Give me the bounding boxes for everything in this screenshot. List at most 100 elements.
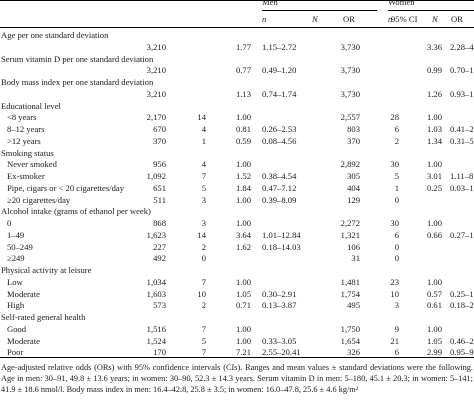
women-count-cell: 0 <box>394 194 399 205</box>
header-bottom-rule <box>0 27 474 28</box>
women-n-cell: 1,750 <box>340 323 360 334</box>
row-label: Moderate <box>7 335 40 346</box>
men-or-cell: 0.71 <box>235 300 251 311</box>
row-label: Good <box>7 323 27 334</box>
women-count-cell: 5 <box>394 171 399 181</box>
men-or-cell: 7.21 <box>235 347 251 358</box>
women-ci-cell: 1.11–8.14 <box>450 171 474 181</box>
women-or-cell: 1.00 <box>426 218 442 228</box>
women-count-cell: 6 <box>394 229 399 240</box>
table-row: Ex-smoker 1,092 7 1.52 0.38–4.54 305 5 3.01 1.11… <box>0 170 474 183</box>
table-row: Moderate 1,524 5 1.00 0.33–3.05 1,654 21 1.05 0.… <box>0 335 474 348</box>
table-row: 0 868 3 1.00 2,272 30 1.00 <box>0 217 474 230</box>
men-or-cell: 1.00 <box>235 218 251 228</box>
women-count-cell: 6 <box>394 124 399 134</box>
men-count-cell: 2 <box>201 300 206 311</box>
men-count-cell: 0 <box>201 253 206 264</box>
table-row: Physical activity at leisure <box>0 264 474 277</box>
row-label: High <box>7 300 25 311</box>
row-label: Ex-smoker <box>7 171 45 181</box>
row-label: ≥20 cigarettes/day <box>7 194 71 205</box>
men-count-cell: 7 <box>201 276 206 287</box>
row-label: 50–249 <box>7 241 33 252</box>
table-row: 50–249 227 2 1.62 0.18–14.03 106 0 <box>0 241 474 254</box>
men-n-cell: 670 <box>153 124 166 134</box>
row-label: Poor <box>7 347 24 358</box>
women-n-cell: 1,321 <box>340 229 360 240</box>
men-count-cell: 2 <box>201 241 206 252</box>
row-label: Moderate <box>7 288 40 299</box>
women-group-rule <box>388 10 474 11</box>
table-row: ≥249 492 0 31 0 <box>0 252 474 265</box>
women-or-cell: 0.61 <box>426 300 442 311</box>
women-count-cell: 10 <box>390 288 399 299</box>
men-count-cell: 10 <box>197 288 206 299</box>
row-label: Smoking status <box>1 147 54 158</box>
women-or-cell: 0.66 <box>426 229 442 240</box>
table-row: Good 1,516 7 1.00 1,750 9 1.00 <box>0 323 474 336</box>
women-count-cell: 30 <box>390 218 399 228</box>
men-n-cell: 573 <box>153 300 166 311</box>
men-or-cell: 1.00 <box>235 159 251 170</box>
table-row: ≥20 cigarettes/day 511 3 1.00 0.39–8.09 129 0 <box>0 194 474 207</box>
men-or-cell: 3.64 <box>235 229 251 240</box>
women-or-cell: 0.99 <box>426 65 442 76</box>
women-ci-cell: 0.93–1.72 <box>450 88 474 99</box>
table-row: Serum vitamin D per one standard deviati… <box>0 53 474 66</box>
men-count-cell: 14 <box>197 112 206 123</box>
women-ci-cell: 0.41–2.57 <box>450 124 474 134</box>
women-ci-cell: 0.95–9.38 <box>450 347 474 358</box>
men-n-cell: 3,210 <box>146 88 166 99</box>
men-count-cell: 3 <box>201 218 206 228</box>
women-count-cell: 9 <box>394 323 399 334</box>
women-or-cell: 0.25 <box>426 182 442 193</box>
women-count-cell: 23 <box>390 276 399 287</box>
women-count-cell: 28 <box>390 112 399 123</box>
women-or-cell: 1.00 <box>426 159 442 170</box>
header-men-or: OR <box>343 14 355 24</box>
men-n-cell: 227 <box>153 241 166 252</box>
women-or-cell: 1.00 <box>426 112 442 123</box>
women-or-cell: 2.99 <box>426 347 442 358</box>
women-or-cell: 3.01 <box>426 171 442 181</box>
table-top-rule <box>0 0 474 1</box>
men-n-cell: 370 <box>153 135 166 146</box>
women-count-cell: 1 <box>394 182 399 193</box>
women-n-cell: 2,272 <box>340 218 360 228</box>
table-row: Self-rated general health <box>0 311 474 324</box>
men-or-cell: 1.62 <box>235 241 251 252</box>
table-row: Educational level <box>0 100 474 113</box>
women-count-cell: 30 <box>390 159 399 170</box>
men-or-cell: 1.00 <box>235 194 251 205</box>
women-n-cell: 3,730 <box>340 65 360 76</box>
women-count-cell: 0 <box>394 241 399 252</box>
row-label: Educational level <box>1 100 61 111</box>
table-row: 3,210 0.77 0.49–1.20 3,730 0.99 0.70–1.39 <box>0 64 474 77</box>
men-count-cell: 14 <box>197 229 206 240</box>
women-ci-cell: 0.70–1.39 <box>450 65 474 76</box>
row-label: Low <box>7 276 23 287</box>
women-n-cell: 326 <box>347 347 360 358</box>
men-ci-cell: 1.01–12.84 <box>262 229 301 240</box>
table-row: Poor 170 7 7.21 2.55–20.41 326 6 2.99 0.95–9.38 <box>0 346 474 359</box>
women-count-cell: 0 <box>394 253 399 264</box>
men-n-cell: 651 <box>153 182 166 193</box>
men-n-cell: 170 <box>153 347 166 358</box>
men-or-cell: 1.00 <box>235 335 251 346</box>
women-or-cell: 3.36 <box>426 41 442 52</box>
row-label: 8–12 years <box>7 124 45 134</box>
men-ci-cell: 0.30–2.91 <box>262 288 297 299</box>
men-count-cell: 3 <box>201 194 206 205</box>
men-n-cell: 956 <box>153 159 166 170</box>
men-count-cell: 7 <box>201 347 206 358</box>
men-or-cell: 1.05 <box>235 288 251 299</box>
men-count-cell: 7 <box>201 323 206 334</box>
men-ci-cell: 0.74–1.74 <box>262 88 297 99</box>
women-n-cell: 370 <box>347 135 360 146</box>
men-count-cell: 5 <box>201 335 206 346</box>
header-women-n: n <box>388 14 393 24</box>
women-or-cell: 1.03 <box>426 124 442 134</box>
table-row: 3,210 1.13 0.74–1.74 3,730 1.26 0.93–1.72 <box>0 88 474 101</box>
table-row: 1–49 1,623 14 3.64 1.01–12.84 1,321 6 0.66 0.27–… <box>0 229 474 242</box>
table-row: Body mass index per one standard deviati… <box>0 76 474 89</box>
